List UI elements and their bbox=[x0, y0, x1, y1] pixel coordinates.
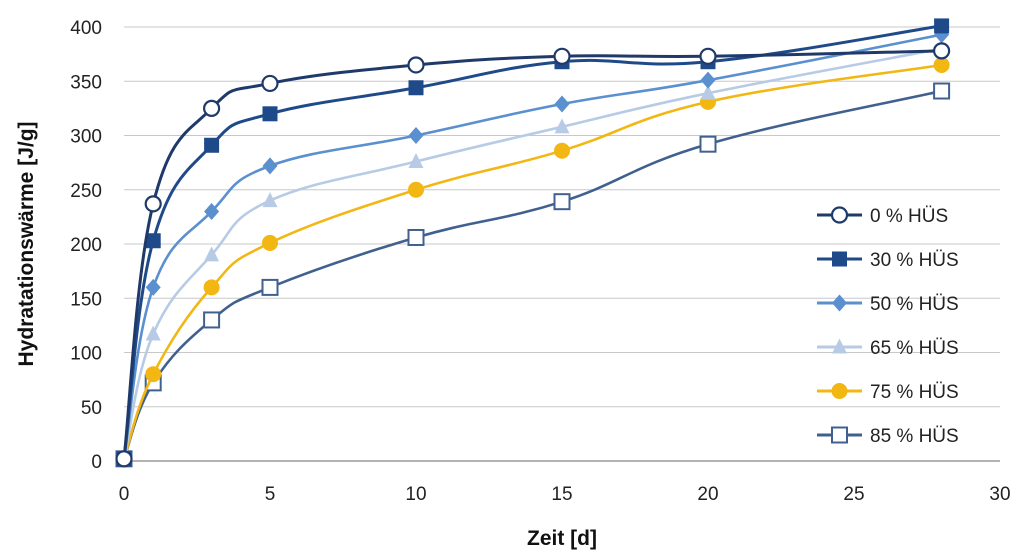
data-point bbox=[700, 71, 716, 89]
legend-item-4: 75 % HÜS bbox=[817, 382, 959, 403]
legend-label: 0 % HÜS bbox=[870, 206, 948, 227]
data-point bbox=[554, 118, 570, 134]
x-tick-label: 30 bbox=[989, 484, 1010, 505]
legend-marker bbox=[831, 383, 848, 399]
data-point bbox=[408, 181, 424, 198]
data-point bbox=[204, 246, 220, 262]
data-point bbox=[553, 47, 571, 65]
data-point bbox=[699, 135, 717, 153]
data-point bbox=[934, 18, 950, 34]
data-point bbox=[408, 127, 424, 144]
legend-marker bbox=[832, 294, 847, 312]
series-4 bbox=[116, 56, 950, 467]
x-tick-label: 10 bbox=[405, 484, 426, 505]
data-point bbox=[408, 80, 424, 96]
y-tick-label: 300 bbox=[70, 127, 102, 148]
data-point bbox=[699, 47, 717, 65]
y-tick-label: 150 bbox=[70, 289, 102, 310]
legend-label: 85 % HÜS bbox=[870, 426, 959, 447]
data-point bbox=[145, 325, 161, 341]
data-point bbox=[262, 157, 278, 175]
data-point bbox=[261, 278, 279, 296]
data-point bbox=[554, 95, 570, 113]
x-tick-label: 5 bbox=[265, 484, 276, 505]
data-point bbox=[262, 234, 278, 251]
legend-item-2: 50 % HÜS bbox=[817, 294, 959, 315]
data-point bbox=[700, 84, 716, 100]
data-point bbox=[408, 153, 424, 169]
data-point bbox=[262, 106, 278, 122]
legend-label: 75 % HÜS bbox=[870, 382, 959, 403]
data-point bbox=[262, 192, 278, 208]
data-point bbox=[553, 193, 571, 211]
y-tick-label: 200 bbox=[70, 235, 102, 256]
y-tick-label: 0 bbox=[91, 452, 102, 473]
data-point bbox=[934, 26, 950, 44]
series-5 bbox=[115, 82, 951, 468]
legend: 0 % HÜS 30 % HÜS 50 % HÜS 65 % HÜS 75 % HÜS 8… bbox=[817, 206, 959, 447]
data-point bbox=[145, 366, 162, 383]
data-point bbox=[204, 202, 220, 220]
data-point bbox=[204, 137, 220, 153]
data-point bbox=[933, 56, 950, 73]
data-point bbox=[407, 228, 425, 246]
series-line bbox=[122, 63, 942, 460]
legend-marker bbox=[831, 426, 848, 444]
data-point bbox=[554, 142, 570, 159]
data-point bbox=[933, 82, 951, 100]
y-tick-label: 400 bbox=[70, 18, 102, 39]
y-tick-label: 250 bbox=[70, 181, 102, 202]
data-point bbox=[407, 56, 425, 74]
series-line bbox=[122, 89, 942, 460]
x-tick-label: 15 bbox=[551, 484, 572, 505]
data-point bbox=[932, 42, 951, 60]
y-tick-label: 100 bbox=[70, 344, 102, 365]
series-1 bbox=[116, 18, 950, 467]
legend-label: 65 % HÜS bbox=[870, 338, 959, 359]
legend-label: 30 % HÜS bbox=[870, 250, 959, 271]
data-point bbox=[203, 279, 220, 296]
y-axis-title: Hydratationswärme [J/g] bbox=[15, 121, 38, 366]
y-tick-label: 350 bbox=[70, 72, 102, 93]
data-point bbox=[203, 99, 221, 117]
legend-item-1: 30 % HÜS bbox=[817, 250, 959, 271]
legend-marker bbox=[832, 338, 847, 354]
x-tick-labels: 0 5 10 15 20 25 30 bbox=[119, 484, 1011, 505]
series-group bbox=[115, 18, 951, 468]
series-3 bbox=[116, 40, 950, 466]
data-point bbox=[261, 74, 279, 93]
x-tick-label: 0 bbox=[119, 484, 130, 505]
data-point bbox=[145, 278, 161, 296]
data-point bbox=[145, 233, 161, 249]
series-line bbox=[122, 24, 942, 460]
y-tick-label: 50 bbox=[81, 398, 102, 419]
legend-item-3: 65 % HÜS bbox=[817, 338, 959, 359]
legend-marker bbox=[830, 206, 849, 224]
x-tick-label: 20 bbox=[697, 484, 718, 505]
legend-marker bbox=[832, 251, 847, 267]
legend-label: 50 % HÜS bbox=[870, 294, 959, 315]
series-2 bbox=[116, 26, 950, 468]
y-tick-labels: 0 50 100 150 200 250 300 350 400 bbox=[70, 18, 102, 473]
legend-item-5: 85 % HÜS bbox=[817, 426, 959, 447]
data-point bbox=[115, 450, 133, 468]
series-0 bbox=[115, 42, 951, 468]
x-axis-title: Zeit [d] bbox=[527, 527, 597, 550]
data-point bbox=[203, 311, 221, 329]
legend-item-0: 0 % HÜS bbox=[817, 206, 948, 227]
x-tick-label: 25 bbox=[843, 484, 864, 505]
series-line bbox=[122, 33, 942, 460]
grid-lines bbox=[124, 26, 1000, 408]
data-point bbox=[144, 195, 162, 213]
